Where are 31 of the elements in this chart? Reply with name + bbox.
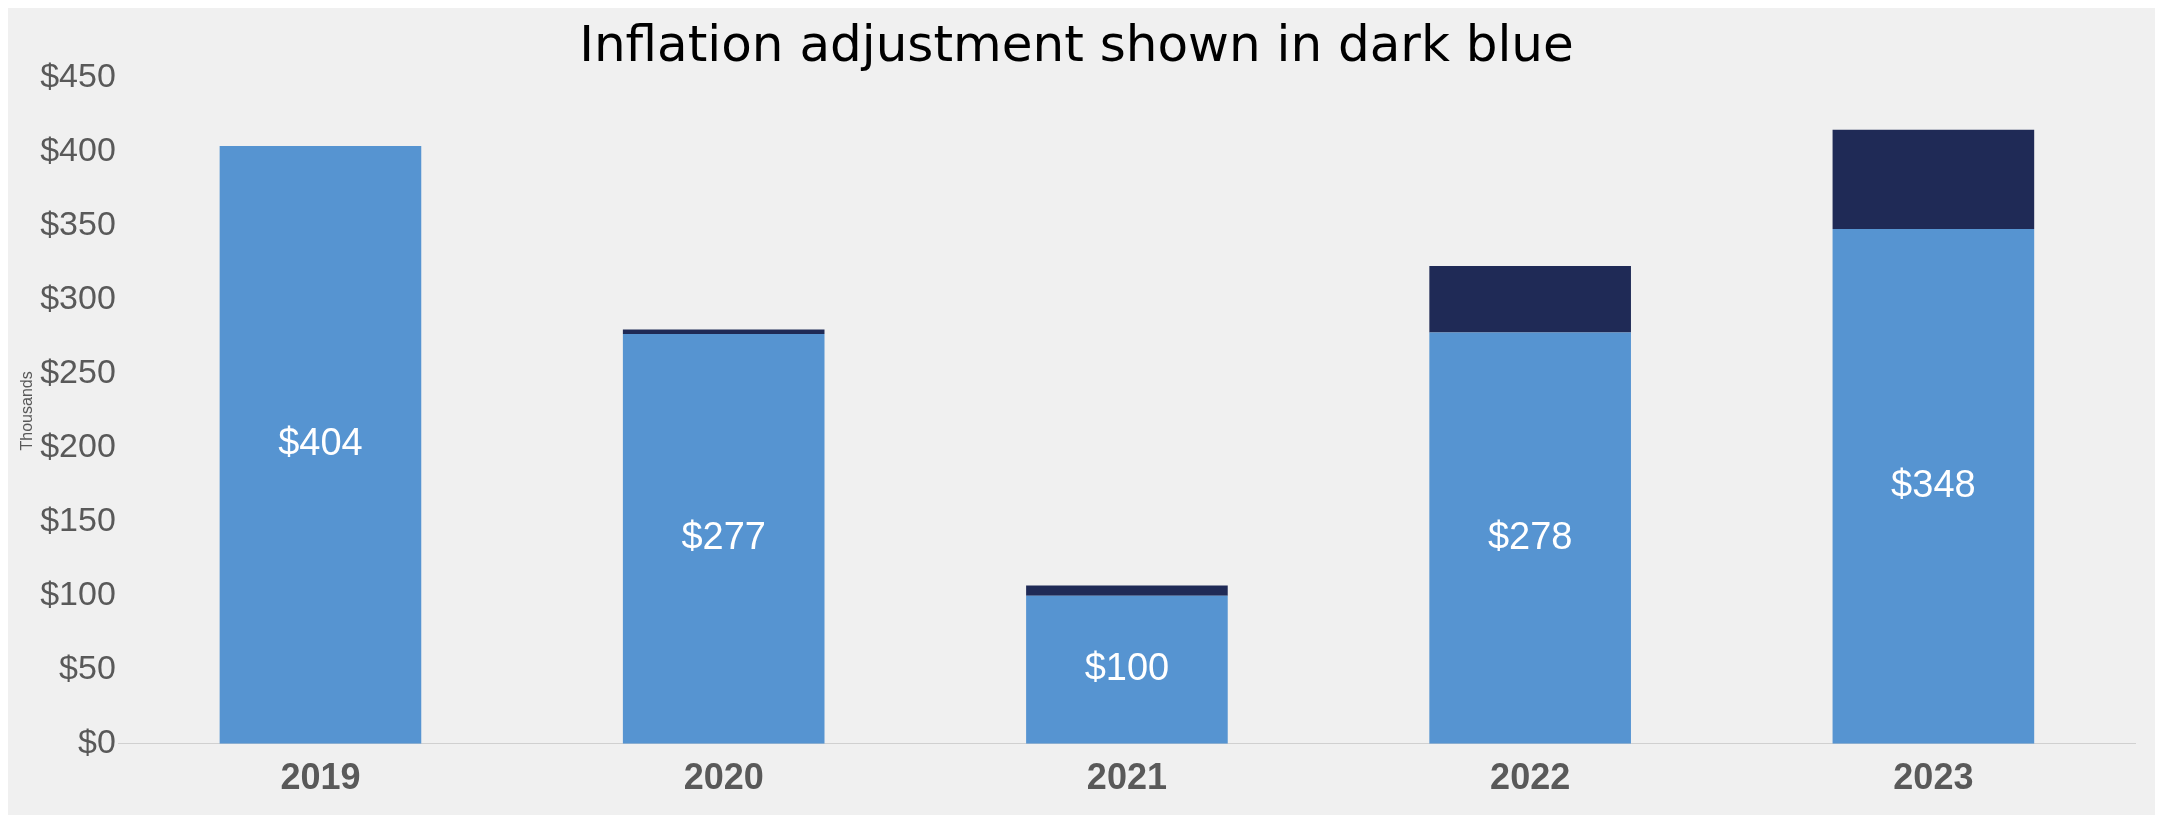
- bar: [622, 333, 825, 744]
- bar: [1429, 265, 1631, 333]
- data-label: $404: [278, 421, 363, 464]
- y-tick-label: $100: [40, 574, 116, 613]
- y-tick-label: $350: [40, 204, 116, 243]
- chart-title: Inflation adjustment shown in dark blue: [579, 14, 1574, 73]
- y-tick-label: $400: [40, 130, 116, 169]
- y-axis-title: Thousands: [18, 371, 36, 451]
- data-label: $100: [1084, 646, 1170, 689]
- bar: [219, 146, 422, 744]
- y-tick-label: $250: [40, 352, 116, 391]
- data-label: $277: [681, 515, 766, 558]
- x-tick-label: 2023: [1893, 756, 1974, 798]
- bar: [1026, 595, 1228, 744]
- y-tick-label: $300: [40, 278, 116, 317]
- x-tick-label: 2020: [683, 756, 764, 798]
- bar: [622, 329, 825, 334]
- x-tick-label: 2022: [1490, 756, 1571, 798]
- y-tick-label: $50: [59, 648, 116, 687]
- data-label: $348: [1891, 462, 1976, 505]
- x-tick-label: 2019: [280, 756, 361, 798]
- y-tick-label: $0: [78, 722, 116, 761]
- bar: [1429, 332, 1631, 744]
- bar: [1026, 585, 1228, 596]
- bar: [1832, 228, 2035, 744]
- y-tick-label: $150: [40, 500, 116, 539]
- bar: [1832, 129, 2035, 229]
- y-tick-label: $450: [40, 56, 116, 95]
- x-tick-label: 2021: [1086, 756, 1167, 798]
- y-tick-label: $200: [40, 426, 116, 465]
- data-label: $278: [1487, 514, 1573, 557]
